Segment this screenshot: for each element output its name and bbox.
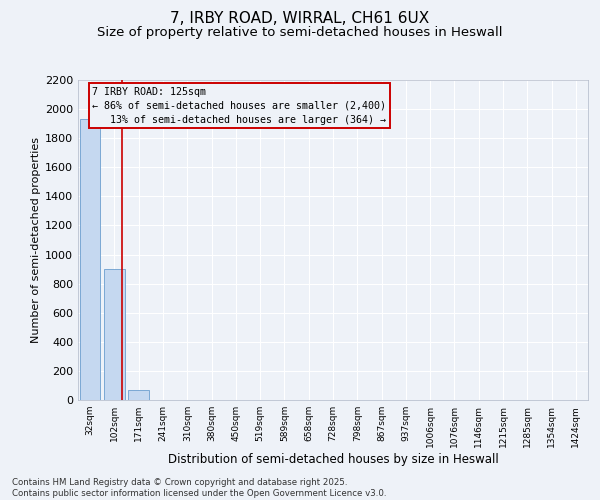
Y-axis label: Number of semi-detached properties: Number of semi-detached properties bbox=[31, 137, 41, 343]
Text: Size of property relative to semi-detached houses in Heswall: Size of property relative to semi-detach… bbox=[97, 26, 503, 39]
Bar bbox=[104, 269, 125, 400]
Text: 7 IRBY ROAD: 125sqm
← 86% of semi-detached houses are smaller (2,400)
   13% of : 7 IRBY ROAD: 125sqm ← 86% of semi-detach… bbox=[92, 86, 386, 124]
X-axis label: Distribution of semi-detached houses by size in Heswall: Distribution of semi-detached houses by … bbox=[167, 452, 499, 466]
Bar bbox=[128, 390, 149, 400]
Bar bbox=[80, 120, 100, 400]
Text: 7, IRBY ROAD, WIRRAL, CH61 6UX: 7, IRBY ROAD, WIRRAL, CH61 6UX bbox=[170, 11, 430, 26]
Text: Contains HM Land Registry data © Crown copyright and database right 2025.
Contai: Contains HM Land Registry data © Crown c… bbox=[12, 478, 386, 498]
